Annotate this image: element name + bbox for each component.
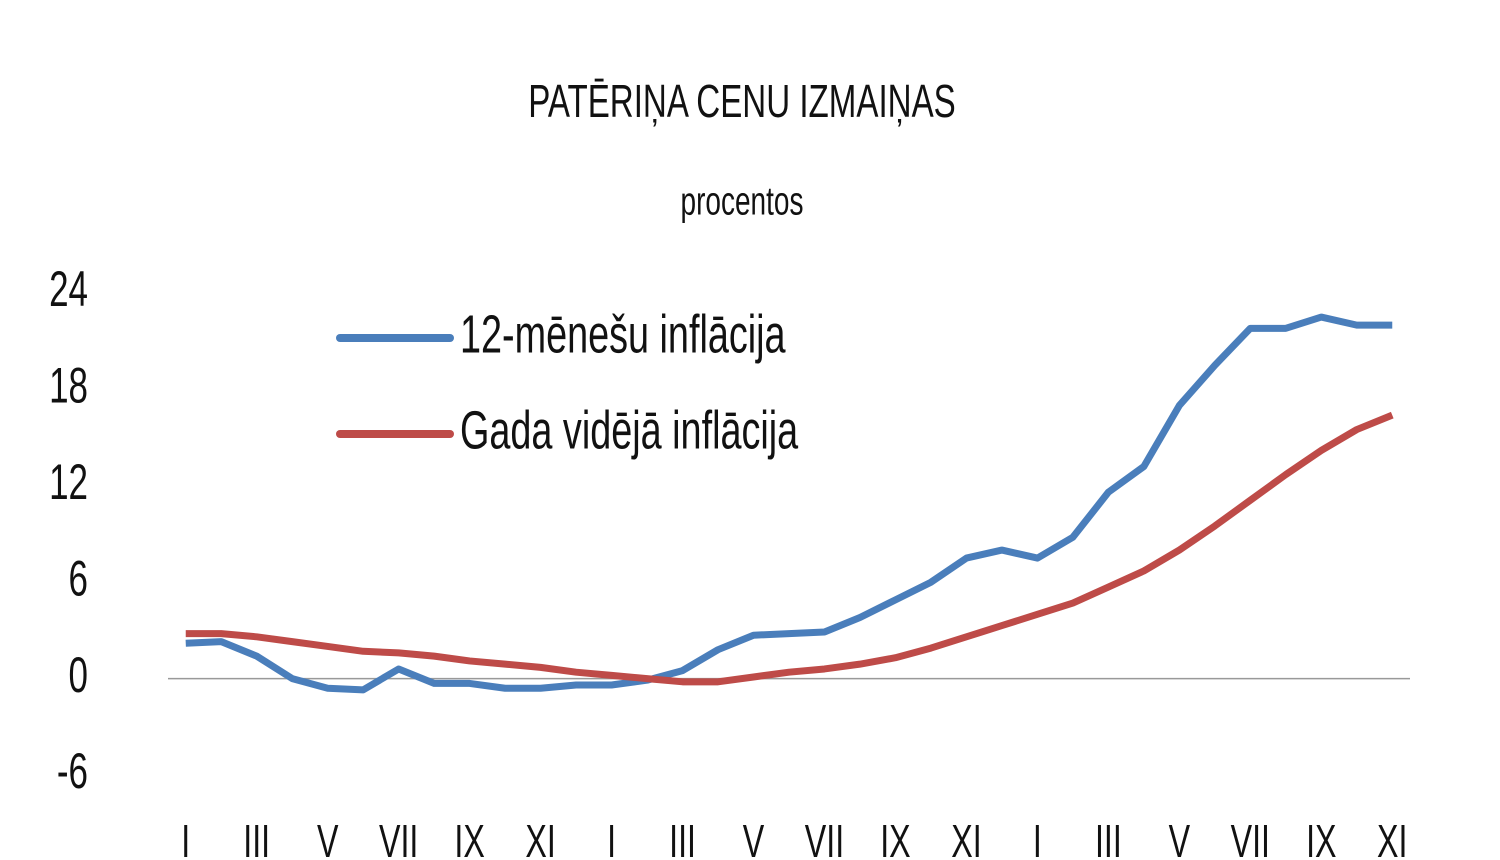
x-tick-label: III [1095, 817, 1122, 860]
x-tick-label: I [181, 817, 190, 860]
series-line [185, 411, 1394, 686]
y-tick-label: 18 [49, 359, 88, 415]
x-tick-label: VII [1231, 817, 1270, 860]
x-tick-label: VII [805, 817, 844, 860]
x-tick-label: III [669, 817, 696, 860]
x-tick-label: V [743, 817, 765, 860]
y-tick-label: 0 [69, 648, 88, 704]
chart-title: PATĒRIŅA CENU IZMAIŅAS [528, 77, 956, 127]
x-tick-label: I [1033, 817, 1042, 860]
x-tick-label: V [1169, 817, 1191, 860]
x-tick-label: XI [951, 817, 981, 860]
x-tick-label: III [243, 817, 270, 860]
legend-label: 12-mēnešu inflācija [460, 304, 786, 364]
chart-subtitle: procentos [681, 180, 804, 224]
y-tick-label: -6 [57, 744, 88, 800]
x-tick-label: IX [880, 817, 910, 860]
x-tick-label: XI [1377, 817, 1407, 860]
legend-label: Gada vidējā inflācija [460, 400, 798, 460]
y-tick-label: 6 [69, 551, 88, 607]
x-tick-label: V [317, 817, 339, 860]
series-line [185, 313, 1393, 694]
x-tick-label: I [607, 817, 616, 860]
y-tick-label: 24 [49, 262, 88, 318]
x-tick-label: IX [1306, 817, 1336, 860]
x-tick-label: VII [379, 817, 418, 860]
x-tick-label: IX [454, 817, 484, 860]
y-tick-label: 12 [49, 455, 88, 511]
x-tick-label: XI [525, 817, 555, 860]
